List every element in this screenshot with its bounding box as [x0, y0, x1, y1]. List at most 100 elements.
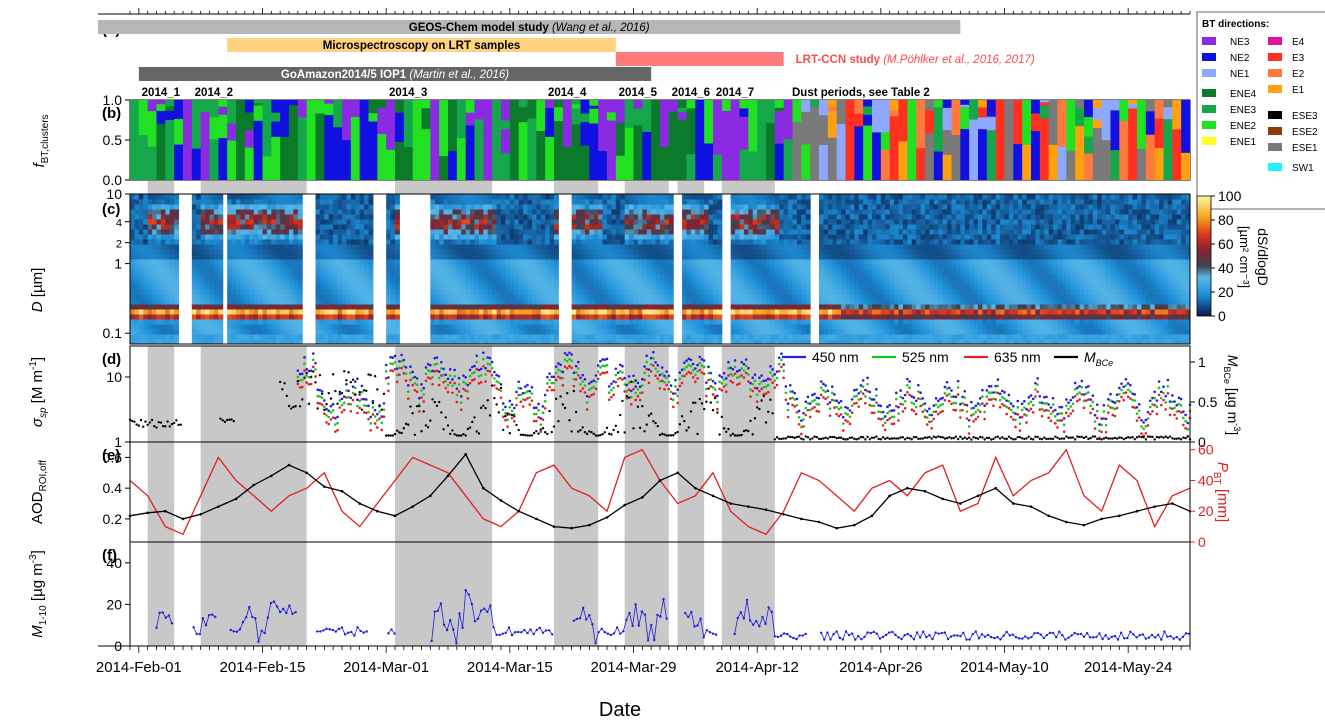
heatmap-cell: [598, 194, 604, 200]
heatmap-cell: [730, 219, 736, 225]
heatmap-cell: [770, 219, 776, 225]
heatmap-cell: [191, 299, 197, 305]
heatmap-cell: [686, 229, 692, 235]
heatmap-cell: [147, 289, 153, 295]
heatmap-cell: [509, 194, 515, 200]
heatmap-cell: [138, 319, 144, 325]
heatmap-cell: [496, 309, 502, 315]
heatmap-cell: [518, 204, 524, 210]
heatmap-cell: [152, 314, 157, 320]
heatmap-cell: [682, 244, 687, 250]
heatmap-cell: [147, 264, 153, 270]
heatmap-cell: [660, 249, 665, 255]
heatmap-cell: [545, 334, 551, 340]
cluster-fraction-bar: [668, 100, 679, 112]
heatmap-cell: [342, 259, 347, 265]
heatmap-cell: [461, 319, 467, 325]
heatmap-cell: [359, 289, 365, 295]
heatmap-cell: [240, 274, 246, 280]
heatmap-cell: [200, 264, 206, 270]
heatmap-cell: [580, 224, 586, 230]
heatmap-cell: [898, 319, 904, 325]
heatmap-cell: [686, 264, 692, 270]
heatmap-cell: [231, 309, 237, 315]
cluster-fraction-bar: [368, 112, 378, 122]
heatmap-cell: [350, 264, 356, 270]
heatmap-cell: [359, 224, 365, 230]
heatmap-cell: [461, 209, 467, 215]
heatmap-cell: [364, 259, 369, 265]
heatmap-cell: [788, 304, 793, 310]
heatmap-cell: [682, 224, 687, 230]
heatmap-cell: [492, 279, 498, 285]
heatmap-cell: [196, 304, 202, 310]
heatmap-cell: [664, 219, 670, 225]
heatmap-cell: [390, 239, 396, 245]
heatmap-cell: [289, 289, 294, 295]
heatmap-cell: [598, 219, 604, 225]
cluster-fraction-bar: [1163, 106, 1173, 120]
heatmap-cell: [735, 239, 740, 245]
heatmap-cell: [390, 219, 396, 225]
heatmap-cell: [664, 299, 670, 305]
heatmap-cell: [545, 239, 551, 245]
heatmap-cell: [699, 279, 705, 285]
heatmap-cell: [333, 299, 339, 305]
heatmap-cell: [262, 279, 268, 285]
heatmap-cell: [655, 269, 661, 275]
heatmap-cell: [227, 339, 233, 345]
heatmap-cell: [858, 309, 864, 315]
heatmap-cell: [885, 239, 891, 245]
heatmap-cell: [505, 229, 511, 235]
heatmap-cell: [319, 194, 325, 200]
heatmap-cell: [130, 269, 135, 275]
heatmap-cell: [819, 224, 824, 230]
heatmap-cell: [483, 334, 489, 340]
heatmap-cell: [355, 209, 361, 215]
heatmap-cell: [823, 339, 829, 345]
cluster-fraction-bar: [766, 122, 776, 180]
heatmap-cell: [143, 199, 149, 205]
heatmap-cell: [841, 294, 846, 300]
cluster-fraction-bar: [236, 120, 246, 180]
heatmap-cell: [434, 249, 440, 255]
heatmap-cell: [584, 209, 590, 215]
heatmap-cell: [147, 249, 153, 255]
heatmap-cell: [297, 249, 303, 255]
heatmap-cell: [461, 299, 467, 305]
heatmap-cell: [169, 224, 175, 230]
heatmap-cell: [434, 264, 440, 270]
heatmap-cell: [704, 304, 710, 310]
heatmap-cell: [695, 199, 701, 205]
heatmap-cell: [836, 209, 842, 215]
heatmap-cell: [554, 254, 559, 260]
heatmap-cell: [443, 214, 449, 220]
heatmap-cell: [196, 269, 202, 275]
heatmap-cell: [218, 319, 224, 325]
heatmap-cell: [708, 334, 714, 340]
heatmap-cell: [319, 289, 325, 295]
heatmap-cell: [593, 249, 599, 255]
heatmap-cell: [589, 284, 595, 290]
heatmap-cell: [629, 314, 634, 320]
cluster-fraction-bar: [244, 129, 255, 148]
heatmap-cell: [854, 314, 860, 320]
heatmap-cell: [487, 314, 493, 320]
heatmap-cell: [174, 334, 180, 340]
heatmap-cell: [819, 329, 824, 335]
heatmap-cell: [545, 199, 551, 205]
heatmap-cell: [527, 224, 533, 230]
heatmap-cell: [130, 219, 135, 225]
heatmap-cell: [872, 244, 877, 250]
heatmap-cell: [258, 274, 263, 280]
heatmap-cell: [823, 329, 829, 335]
heatmap-cell: [174, 329, 180, 335]
heatmap-cell: [593, 319, 599, 325]
cluster-fraction-bar: [668, 123, 679, 153]
heatmap-cell: [549, 324, 555, 330]
heatmap-cell: [337, 334, 343, 340]
heatmap-cell: [889, 249, 895, 255]
cluster-fraction-bar: [571, 123, 582, 180]
cluster-fraction-bar: [713, 154, 723, 180]
heatmap-cell: [143, 209, 149, 215]
